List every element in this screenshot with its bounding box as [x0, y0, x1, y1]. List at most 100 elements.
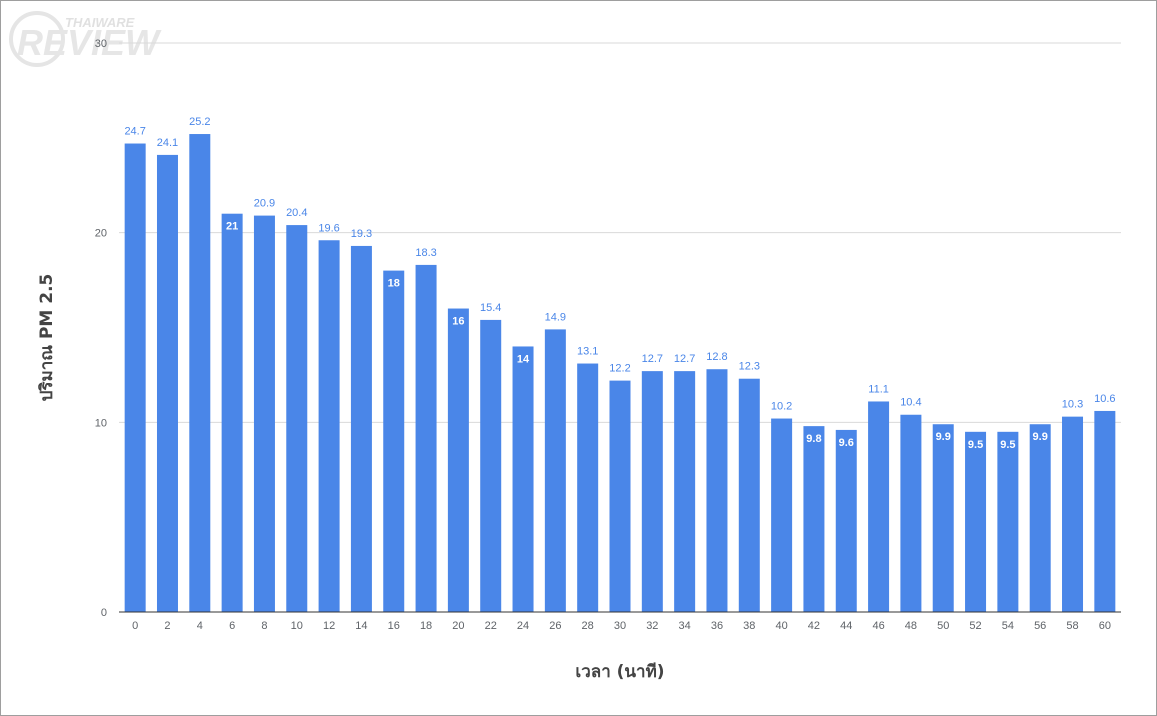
- data-label-40: 10.2: [771, 401, 792, 413]
- data-label-46: 11.1: [868, 383, 889, 395]
- data-label-12: 19.6: [318, 222, 339, 234]
- data-label-42: 9.8: [806, 433, 821, 445]
- bar-52: [965, 431, 987, 612]
- bar-30: [609, 380, 631, 612]
- x-tick-label-8: 8: [261, 620, 267, 632]
- bar-12: [318, 240, 340, 612]
- bars: [124, 134, 1116, 613]
- bar-34: [674, 371, 696, 612]
- x-tick-label-48: 48: [905, 620, 917, 632]
- bar-58: [1062, 416, 1084, 612]
- data-label-8: 20.9: [254, 198, 275, 210]
- x-tick-label-36: 36: [711, 620, 723, 632]
- data-label-44: 9.6: [839, 437, 854, 449]
- x-axis-title: เวลา (นาที): [575, 661, 664, 682]
- bar-14: [350, 245, 372, 612]
- bar-6: [221, 213, 243, 612]
- y-axis-title: ปริมาณ PM 2.5: [37, 274, 57, 402]
- x-tick-label-32: 32: [646, 620, 658, 632]
- data-label-58: 10.3: [1062, 399, 1083, 411]
- bar-data-labels: 24.7 24.1 25.2 21 20.9 20.4 19.6 19.3 18 18.3 16 15…: [124, 116, 1115, 451]
- x-tick-label-46: 46: [872, 620, 884, 632]
- y-axis-ticks: 0 10 20 30: [95, 38, 107, 619]
- data-label-20: 16: [452, 316, 464, 328]
- data-label-24: 14: [517, 353, 530, 365]
- x-tick-label-58: 58: [1066, 620, 1078, 632]
- data-label-2: 24.1: [157, 137, 178, 149]
- x-tick-label-54: 54: [1002, 620, 1014, 632]
- data-label-52: 9.5: [968, 439, 983, 451]
- bar-10: [286, 225, 308, 612]
- data-label-14: 19.3: [351, 228, 372, 240]
- x-tick-label-40: 40: [775, 620, 787, 632]
- data-label-32: 12.7: [642, 353, 663, 365]
- bar-22: [480, 319, 502, 612]
- bar-4: [189, 134, 211, 613]
- data-label-22: 15.4: [480, 302, 501, 314]
- x-tick-label-30: 30: [614, 620, 626, 632]
- x-tick-label-10: 10: [291, 620, 303, 632]
- bar-50: [932, 424, 954, 612]
- bar-60: [1094, 410, 1116, 612]
- bar-32: [641, 371, 663, 612]
- data-label-50: 9.9: [936, 431, 951, 443]
- x-tick-label-14: 14: [355, 620, 367, 632]
- y-tick-label-0: 0: [101, 607, 107, 619]
- x-tick-label-6: 6: [229, 620, 235, 632]
- logo-ring-icon: [9, 11, 65, 67]
- bar-56: [1029, 424, 1051, 612]
- data-label-56: 9.9: [1033, 431, 1048, 443]
- data-label-34: 12.7: [674, 353, 695, 365]
- data-label-26: 14.9: [545, 311, 566, 323]
- data-label-28: 13.1: [577, 346, 598, 358]
- y-tick-label-10: 10: [95, 417, 107, 429]
- x-tick-label-16: 16: [388, 620, 400, 632]
- data-label-10: 20.4: [286, 207, 307, 219]
- x-tick-label-38: 38: [743, 620, 755, 632]
- x-tick-label-12: 12: [323, 620, 335, 632]
- bar-18: [415, 264, 437, 612]
- data-label-36: 12.8: [706, 351, 727, 363]
- data-label-4: 25.2: [189, 116, 210, 128]
- bar-24: [512, 346, 534, 612]
- x-tick-label-60: 60: [1099, 620, 1111, 632]
- data-label-60: 10.6: [1094, 393, 1115, 405]
- x-tick-label-50: 50: [937, 620, 949, 632]
- bar-36: [706, 369, 728, 612]
- data-label-16: 18: [388, 278, 400, 290]
- data-label-48: 10.4: [900, 397, 921, 409]
- x-tick-label-0: 0: [132, 620, 138, 632]
- bar-40: [771, 418, 793, 612]
- data-label-6: 21: [226, 221, 238, 233]
- x-tick-label-24: 24: [517, 620, 529, 632]
- bar-26: [544, 329, 566, 612]
- bar-54: [997, 431, 1019, 612]
- data-label-30: 12.2: [609, 363, 630, 375]
- bar-48: [900, 414, 922, 612]
- x-tick-label-2: 2: [164, 620, 170, 632]
- x-tick-label-26: 26: [549, 620, 561, 632]
- x-axis-ticks: 0 2 4 6 8 10 12 14 16 18 20 22 24 26 28 30 32 34 36 38 40 42 4…: [132, 620, 1111, 632]
- y-tick-label-30: 30: [95, 38, 107, 50]
- data-label-0: 24.7: [124, 126, 145, 138]
- x-tick-label-18: 18: [420, 620, 432, 632]
- bar-44: [835, 429, 857, 612]
- bar-46: [868, 401, 890, 612]
- bar-2: [156, 154, 178, 613]
- bar-8: [253, 215, 275, 612]
- x-tick-label-42: 42: [808, 620, 820, 632]
- bar-0: [124, 143, 146, 613]
- bar-16: [383, 270, 405, 612]
- x-tick-label-44: 44: [840, 620, 852, 632]
- x-tick-label-22: 22: [485, 620, 497, 632]
- x-tick-label-56: 56: [1034, 620, 1046, 632]
- bar-38: [738, 378, 760, 612]
- data-label-54: 9.5: [1000, 439, 1015, 451]
- logo-text-top: THAIWARE: [65, 15, 135, 30]
- y-tick-label-20: 20: [95, 228, 107, 240]
- x-tick-label-20: 20: [452, 620, 464, 632]
- data-label-38: 12.3: [739, 361, 760, 373]
- bar-20: [447, 308, 469, 612]
